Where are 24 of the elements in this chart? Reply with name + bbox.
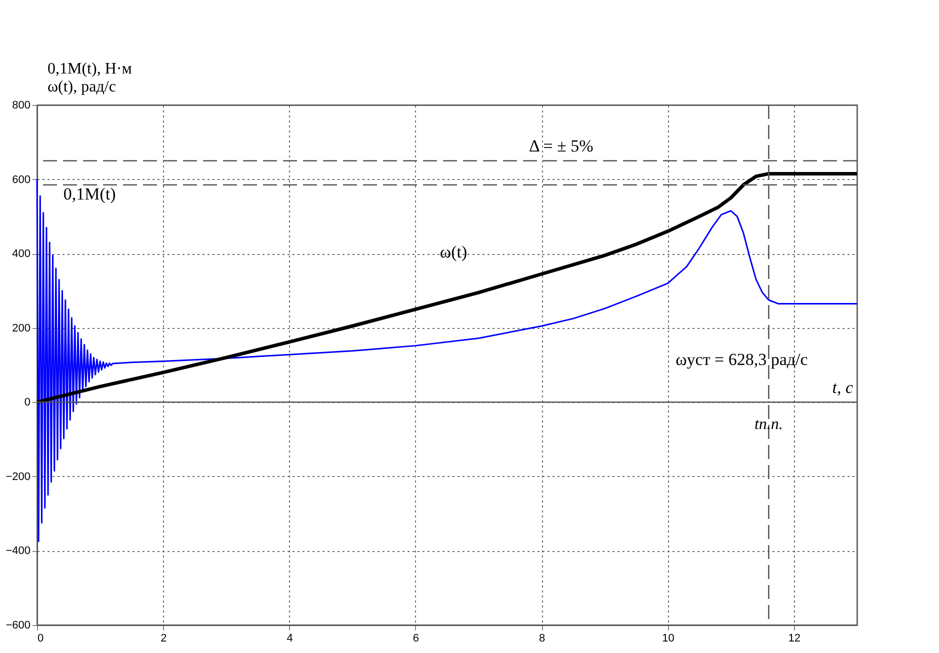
y-tick-label: −600 bbox=[6, 620, 30, 632]
x-axis-title: t, с bbox=[832, 378, 854, 398]
annotation: 0,1M(t) bbox=[63, 184, 116, 204]
y-tick-label: −400 bbox=[6, 545, 30, 558]
x-tick-label: 8 bbox=[539, 632, 546, 644]
line-series bbox=[35, 172, 859, 404]
x-tick-label: 0 bbox=[38, 632, 44, 644]
x-tick-label: 2 bbox=[160, 632, 167, 644]
y-tick-label: 0 bbox=[24, 396, 30, 409]
annotation: ω(t) bbox=[440, 242, 468, 262]
x-tick-label: 12 bbox=[788, 632, 801, 644]
y-tick-label: −200 bbox=[6, 470, 30, 483]
ref-line-label: tп.п. bbox=[754, 416, 783, 434]
y-tick-label: 600 bbox=[12, 174, 30, 186]
y-tick-label: 400 bbox=[12, 248, 30, 260]
y-tick-label: 800 bbox=[12, 100, 30, 112]
y-axis-title: 0,1M(t), Н·м ω(t), рад/с bbox=[48, 60, 132, 96]
x-tick-label: 4 bbox=[286, 632, 293, 644]
line-series bbox=[36, 178, 858, 542]
y-tick-label: 200 bbox=[12, 322, 30, 334]
x-tick-label: 10 bbox=[662, 632, 674, 644]
x-tick-label: 6 bbox=[412, 632, 420, 644]
ref-line-label: Δ = ± 5% bbox=[529, 136, 594, 156]
annotation: ωуст = 628,3 рад/с bbox=[676, 350, 808, 369]
